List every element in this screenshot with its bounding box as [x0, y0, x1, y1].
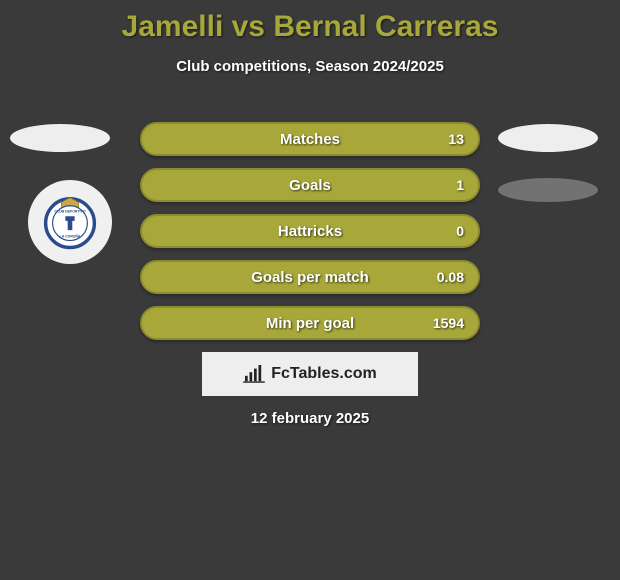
stats-container: Matches 13 Goals 1 Hattricks 0 Goals per match…	[140, 122, 480, 352]
stat-label: Goals	[289, 177, 331, 194]
page-title: Jamelli vs Bernal Carreras	[0, 0, 620, 44]
player-left-avatar	[10, 124, 110, 152]
stat-bar: Goals per match 0.08	[140, 260, 480, 294]
date-label: 12 february 2025	[0, 410, 620, 427]
stat-value: 0.08	[437, 269, 464, 285]
stat-label: Goals per match	[251, 269, 369, 286]
bar-chart-icon	[243, 365, 265, 383]
stat-bar: Matches 13	[140, 122, 480, 156]
svg-text:LA CORUÑA: LA CORUÑA	[60, 234, 81, 239]
player-right-avatar	[498, 124, 598, 152]
stat-value: 0	[456, 223, 464, 239]
logo-text: FcTables.com	[271, 365, 377, 383]
stat-value: 1594	[433, 315, 464, 331]
player-right-avatar-shadow	[498, 178, 598, 202]
club-badge-icon: CLUB DEPORTIVO LA CORUÑA	[28, 180, 112, 264]
stat-label: Hattricks	[278, 223, 342, 240]
svg-text:CLUB DEPORTIVO: CLUB DEPORTIVO	[54, 210, 85, 214]
stat-label: Matches	[280, 131, 340, 148]
stat-bar: Min per goal 1594	[140, 306, 480, 340]
stat-bar: Hattricks 0	[140, 214, 480, 248]
stat-bar: Goals 1	[140, 168, 480, 202]
stat-value: 13	[448, 131, 464, 147]
fctables-logo: FcTables.com	[202, 352, 418, 396]
stat-label: Min per goal	[266, 315, 354, 332]
page-subtitle: Club competitions, Season 2024/2025	[0, 58, 620, 75]
stat-value: 1	[456, 177, 464, 193]
